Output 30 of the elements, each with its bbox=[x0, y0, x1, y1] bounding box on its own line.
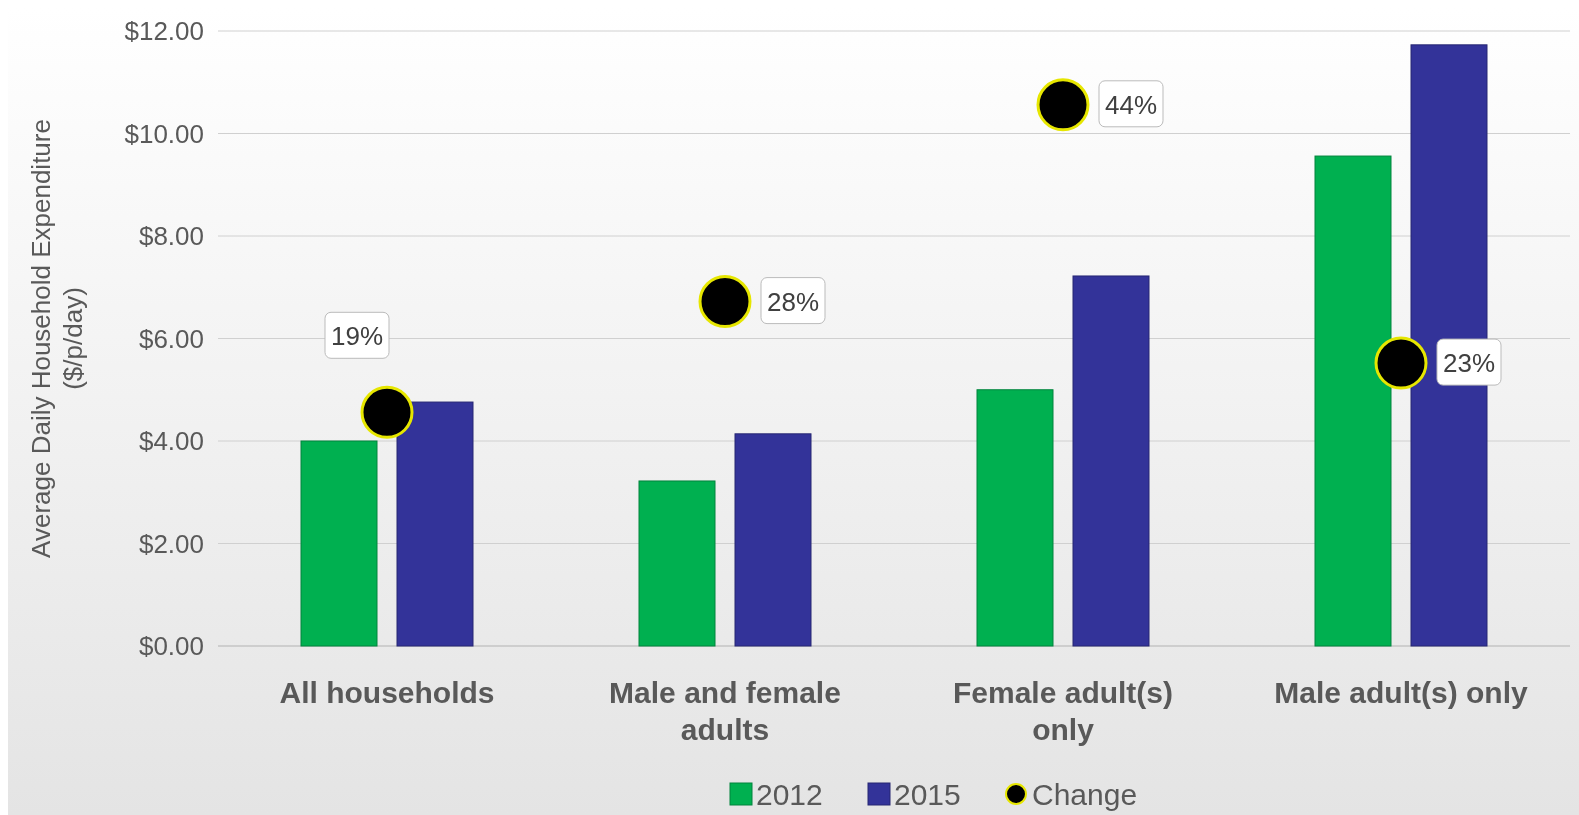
y-tick-label: $6.00 bbox=[138, 323, 204, 354]
bar bbox=[1314, 155, 1392, 647]
legend-label: 2012 bbox=[756, 778, 823, 811]
legend-label: 2015 bbox=[894, 778, 961, 811]
x-tick-label: Female adult(s) only bbox=[952, 676, 1174, 746]
x-tick-label: Male and female adults bbox=[609, 676, 841, 746]
data-label: 19% bbox=[330, 321, 384, 352]
bar bbox=[1072, 275, 1150, 647]
x-tick-label: All households bbox=[279, 676, 495, 709]
bar bbox=[976, 389, 1054, 647]
point bbox=[1036, 78, 1090, 132]
data-label: 44% bbox=[1104, 89, 1158, 120]
y-tick-label: $0.00 bbox=[138, 631, 204, 661]
data-label: 28% bbox=[766, 286, 820, 317]
y-tick-label: $4.00 bbox=[138, 426, 204, 456]
legend-label: Change bbox=[1032, 778, 1138, 811]
y-tick-label: $2.00 bbox=[138, 528, 204, 559]
bar bbox=[638, 480, 716, 647]
y-tick-label: $8.00 bbox=[138, 221, 204, 251]
bar bbox=[734, 433, 812, 647]
y-tick-label: $10.00 bbox=[124, 118, 204, 149]
y-tick-label: $12.00 bbox=[124, 16, 204, 46]
point bbox=[698, 275, 752, 329]
x-tick-label: Male adult(s) only bbox=[1274, 676, 1528, 709]
bar bbox=[300, 440, 378, 647]
point bbox=[1374, 336, 1428, 390]
data-label: 23% bbox=[1442, 348, 1496, 379]
y-axis-title: Average Daily Household Expenditure ($/p/day) bbox=[26, 119, 88, 558]
bar bbox=[396, 401, 474, 647]
point bbox=[360, 385, 414, 439]
